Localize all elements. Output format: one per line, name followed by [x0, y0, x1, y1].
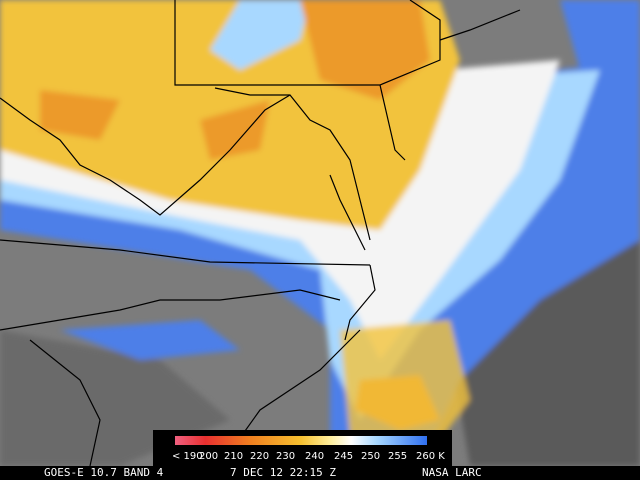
colorbar-label: 210 [224, 451, 243, 462]
colorbar-label: 260 K [416, 451, 445, 462]
colorbar [175, 436, 427, 445]
footer-band [0, 466, 640, 480]
colorbar-label: 220 [250, 451, 269, 462]
timestamp: 7 DEC 12 22:15 Z [230, 466, 336, 479]
cloud-field [0, 0, 640, 466]
satellite-label: GOES-E 10.7 BAND 4 [44, 466, 164, 479]
colorbar-label: 250 [361, 451, 380, 462]
colorbar-label: 240 [305, 451, 324, 462]
colorbar-panel [153, 430, 452, 466]
source-label: NASA LARC [422, 466, 482, 479]
colorbar-label: < 190 [172, 451, 203, 462]
colorbar-label: 245 [334, 451, 353, 462]
colorbar-label: 200 [199, 451, 218, 462]
colorbar-label: 230 [276, 451, 295, 462]
colorbar-label: 255 [388, 451, 407, 462]
